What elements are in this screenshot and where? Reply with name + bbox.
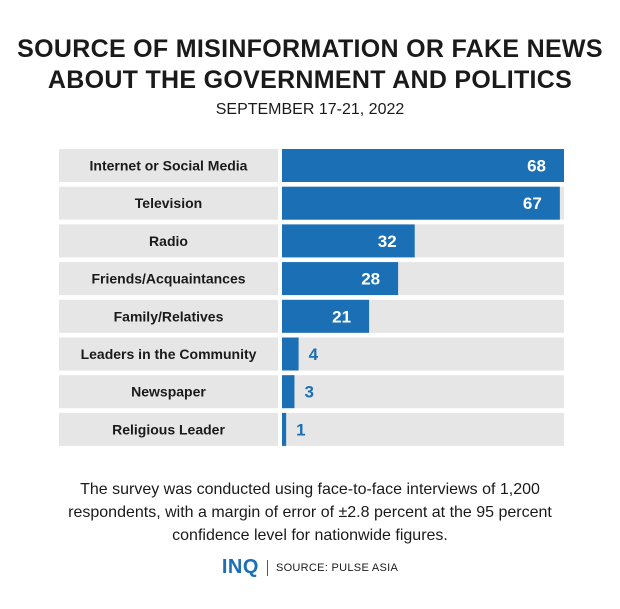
category-label: Friends/Acquaintances — [91, 271, 245, 287]
category-label-bg — [59, 337, 278, 371]
bar-track — [282, 412, 564, 446]
data-label: 21 — [332, 307, 351, 326]
category-label: Radio — [149, 233, 188, 249]
footer-divider — [266, 559, 268, 576]
category-label-bg — [59, 149, 278, 182]
category-label: Internet or Social Media — [90, 158, 248, 174]
category-label-bg — [59, 186, 278, 220]
category-label-bg — [59, 224, 278, 258]
category-label-bg — [59, 299, 278, 333]
bar — [282, 337, 299, 371]
bar — [282, 224, 415, 258]
category-label-bg — [59, 412, 278, 446]
source-label: SOURCE: PULSE ASIA — [275, 561, 399, 574]
data-label: 1 — [296, 420, 305, 439]
data-label: 28 — [361, 270, 380, 289]
bar — [282, 262, 399, 296]
chart-subtitle: SEPTEMBER 17-21, 2022 — [215, 101, 405, 118]
category-label: Television — [135, 195, 202, 211]
data-label: 4 — [309, 345, 319, 364]
bar — [282, 375, 295, 409]
bar — [282, 186, 560, 220]
category-label: Leaders in the Community — [81, 346, 257, 362]
bar — [282, 412, 287, 446]
data-label: 67 — [523, 194, 542, 213]
chart-title: SOURCE OF MISINFORMATION OR FAKE NEWS AB… — [0, 34, 620, 96]
category-label: Family/Relatives — [114, 308, 224, 324]
bar-track — [282, 337, 564, 371]
inq-logo: INQ — [221, 556, 259, 578]
data-label: 68 — [527, 157, 546, 176]
category-label-bg — [59, 375, 278, 409]
bar — [282, 149, 564, 182]
chart-title-line-2: ABOUT THE GOVERNMENT AND POLITICS — [47, 66, 573, 94]
footer: INQ SOURCE: PULSE ASIA — [0, 556, 620, 579]
data-label: 32 — [378, 232, 397, 251]
survey-note: The survey was conducted using face-to-f… — [68, 481, 552, 544]
bar-track — [282, 375, 564, 409]
chart-title-line-1: SOURCE OF MISINFORMATION OR FAKE NEWS — [17, 35, 603, 63]
category-label: Newspaper — [131, 384, 206, 400]
data-label: 3 — [304, 383, 313, 402]
category-label: Religious Leader — [112, 421, 225, 437]
bar — [282, 299, 370, 333]
category-label-bg — [59, 262, 278, 296]
